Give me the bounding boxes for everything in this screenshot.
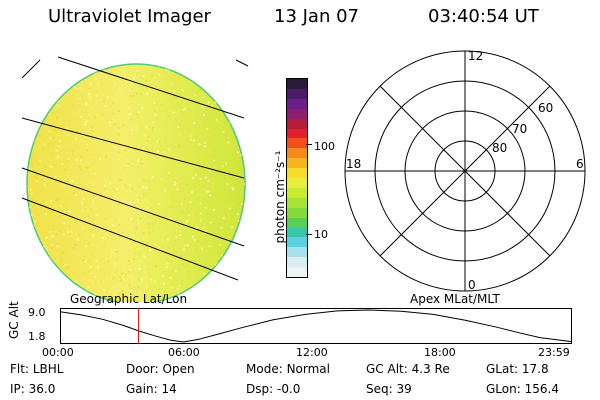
x-tick-1800: 18:00 [424, 346, 456, 359]
x-tick-0000: 00:00 [42, 346, 74, 359]
status-dsp: Dsp: -0.0 [246, 382, 301, 396]
latitude-line-2 [21, 167, 245, 247]
uv-image-disk [21, 56, 249, 302]
colorbar-segment [287, 247, 307, 258]
colorbar-segment [287, 197, 307, 209]
status-gain: Gain: 14 [126, 382, 177, 396]
status-seq: Seq: 39 [366, 382, 412, 396]
colorbar-segment [287, 79, 307, 90]
plot-frame [60, 308, 572, 344]
colorbar-frame [286, 78, 308, 278]
apex-mlat-mlt-label: Apex MLat/MLT [410, 292, 500, 306]
colorbar-segment [287, 178, 307, 189]
altitude-curve [60, 309, 572, 343]
y-tick-9: 9.0 [28, 306, 46, 319]
date-label: 13 Jan 07 [274, 6, 359, 27]
colorbar-segment [287, 128, 307, 139]
colorbar-segment [287, 158, 307, 169]
corner-tick-right [235, 59, 249, 67]
colorbar-segment [287, 207, 307, 219]
corner-tick-left [21, 59, 41, 79]
status-door: Door: Open [126, 362, 195, 376]
mlt-label-12: 12 [468, 49, 483, 63]
colorbar-segment [287, 237, 307, 248]
colorbar-segment [287, 88, 307, 100]
mlat-label-60: 60 [538, 101, 553, 115]
latitude-line-4 [57, 56, 245, 119]
mlat-label-70: 70 [512, 122, 527, 136]
colorbar-segment [287, 267, 307, 278]
y-tick-1-8: 1.8 [28, 330, 46, 343]
geographic-latlon-label: Geographic Lat/Lon [70, 292, 188, 306]
colorbar-segment [287, 187, 307, 199]
status-gc-alt: GC Alt: 4.3 Re [366, 362, 450, 376]
colorbar-segment [287, 257, 307, 268]
colorbar: 100 10 photon cm⁻²s⁻¹ [260, 78, 340, 280]
x-tick-1200: 12:00 [296, 346, 328, 359]
colorbar-tick-100: 100 [314, 140, 335, 153]
colorbar-tick-10: 10 [314, 228, 328, 241]
polar-mlat-mlt-plot: 12 18 6 0 60 70 80 [344, 49, 586, 292]
mlat-label-80: 80 [492, 141, 507, 155]
colorbar-segment [287, 98, 307, 110]
mlt-label-0: 0 [468, 278, 476, 292]
time-label: 03:40:54 UT [428, 6, 539, 27]
colorbar-segment [287, 148, 307, 159]
status-mode: Mode: Normal [246, 362, 330, 376]
colorbar-segment [287, 217, 307, 228]
orbit-timeline: Geographic Lat/Lon Apex MLat/MLT GC Alt … [0, 292, 600, 359]
colorbar-unit-label: photon cm⁻²s⁻¹ [273, 150, 287, 244]
colorbar-segment [287, 168, 307, 179]
instrument-title: Ultraviolet Imager [48, 6, 211, 27]
latitude-line-3 [21, 197, 239, 281]
colorbar-segment [287, 118, 307, 129]
colorbar-segment [287, 227, 307, 238]
x-tick-0600: 06:00 [168, 346, 200, 359]
colorbar-segment [287, 138, 307, 149]
status-flt: Flt: LBHL [10, 362, 64, 376]
mlt-label-6: 6 [576, 157, 584, 171]
status-ip: IP: 36.0 [10, 382, 56, 396]
x-tick-2359: 23:59 [538, 346, 570, 359]
meridian-diag-2 [379, 85, 551, 257]
mlt-label-18: 18 [346, 157, 361, 171]
earth-disk [26, 63, 246, 302]
status-glat: GLat: 17.8 [486, 362, 549, 376]
colorbar-segment [287, 108, 307, 120]
altitude-plot [60, 308, 572, 344]
gc-alt-axis-title: GC Alt [7, 301, 21, 339]
status-glon: GLon: 156.4 [486, 382, 559, 396]
latitude-line-1 [21, 117, 245, 179]
